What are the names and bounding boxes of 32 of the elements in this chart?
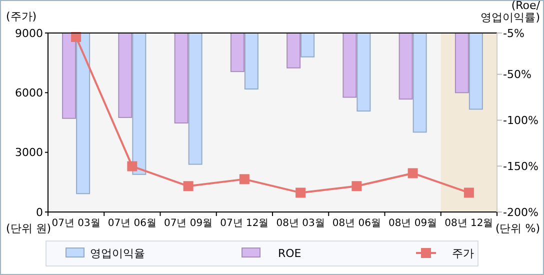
x-tick-label: 07년 03월	[52, 218, 100, 229]
y-tick-label: 0	[36, 206, 43, 219]
point	[71, 32, 82, 42]
y2-tick-label: -150%	[503, 160, 538, 173]
x-tick-label: 07년 09월	[164, 218, 213, 229]
point	[183, 181, 194, 192]
point	[296, 188, 306, 198]
y2-tick-label: -5%	[503, 26, 524, 40]
point	[408, 168, 418, 178]
y-tick-label: 9000	[15, 26, 43, 40]
point	[352, 181, 362, 192]
y-tick-label: 3000	[15, 146, 43, 160]
x-tick-label: 07년 06월	[108, 218, 157, 229]
text: (단위 원)	[6, 222, 52, 235]
legend-label: 주가	[452, 246, 474, 260]
text: (단위 %)	[495, 222, 540, 235]
x-tick-label: 07년 12월	[220, 218, 269, 229]
legend-label: 영업이익율	[90, 246, 145, 260]
y2-tick-label: -200%	[503, 206, 538, 219]
y2-axis-title: (Roe/ 영업이익률)	[480, 0, 540, 24]
y-tick-label: 6000	[15, 86, 43, 100]
y2-tick-label: -50%	[503, 68, 532, 82]
point	[464, 188, 474, 198]
point	[127, 161, 138, 172]
x-tick-label: 08년 09월	[388, 218, 438, 229]
point	[239, 174, 250, 184]
x-tick-label: 08년 06월	[332, 218, 382, 229]
x-tick-label: 08년 03월	[276, 218, 325, 229]
y-axis-title: (주가)	[6, 10, 37, 23]
y2-tick-label: -100%	[503, 114, 538, 128]
x-tick-label: 08년 12월	[444, 218, 494, 229]
legend-label: ROE	[278, 246, 302, 260]
